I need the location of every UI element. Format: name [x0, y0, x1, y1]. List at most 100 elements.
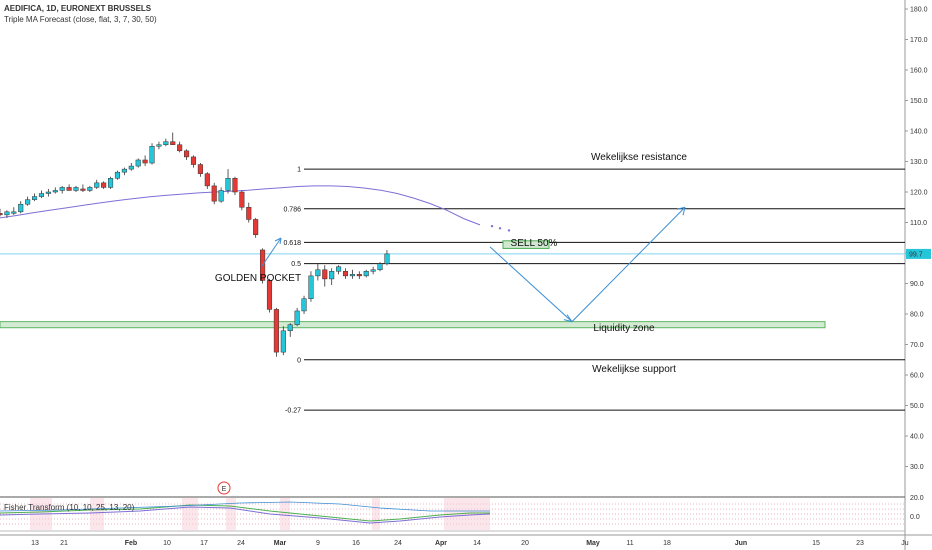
- projection-arrowhead-up: [676, 206, 686, 216]
- candle[interactable]: [73, 187, 79, 191]
- candle[interactable]: [32, 196, 38, 200]
- time-axis-label: 20: [521, 540, 529, 547]
- time-axis-label: 17: [200, 540, 208, 547]
- candle[interactable]: [336, 266, 342, 272]
- candle[interactable]: [156, 144, 162, 147]
- candle[interactable]: [108, 178, 114, 188]
- candle[interactable]: [211, 185, 217, 202]
- candle[interactable]: [59, 187, 65, 191]
- candle[interactable]: [38, 193, 45, 197]
- candle[interactable]: [18, 203, 24, 213]
- time-axis-label: 9: [316, 540, 320, 547]
- time-axis-label: Jun: [735, 540, 747, 547]
- candle[interactable]: [370, 269, 376, 272]
- candle[interactable]: [363, 271, 369, 277]
- candle[interactable]: [87, 187, 93, 191]
- ma-forecast-dot: [490, 224, 494, 228]
- earnings-icon[interactable]: [217, 481, 231, 495]
- candle[interactable]: [287, 324, 293, 332]
- price-axis-label: 130.0: [910, 159, 928, 166]
- candle[interactable]: [45, 191, 51, 194]
- candle[interactable]: [4, 211, 10, 216]
- golden-pocket-arrow[interactable]: [261, 237, 282, 267]
- candle[interactable]: [356, 274, 362, 277]
- fib-level-label: 0.786: [283, 206, 301, 213]
- candle[interactable]: [384, 253, 390, 264]
- time-axis-label: 24: [237, 540, 245, 547]
- candle[interactable]: [197, 164, 203, 174]
- candle[interactable]: [114, 171, 121, 179]
- candle[interactable]: [308, 275, 314, 299]
- candle[interactable]: [225, 178, 231, 191]
- time-axis-label: Feb: [125, 540, 137, 547]
- candle[interactable]: [80, 188, 86, 191]
- candle[interactable]: [342, 271, 349, 277]
- candle[interactable]: [11, 211, 17, 214]
- price-axis-label: 40.0: [910, 434, 924, 441]
- fib-level-label: 0.5: [291, 261, 301, 268]
- candle[interactable]: [294, 310, 300, 325]
- candle[interactable]: [204, 173, 210, 187]
- candle[interactable]: [170, 141, 176, 145]
- indicator-legend[interactable]: Triple MA Forecast (close, flat, 3, 7, 3…: [4, 15, 157, 24]
- candle[interactable]: [128, 165, 134, 170]
- fisher-line: [0, 504, 490, 522]
- candle[interactable]: [232, 178, 238, 193]
- candle[interactable]: [377, 263, 383, 271]
- price-axis-label: 80.0: [910, 312, 924, 319]
- time-axis-label: 10: [163, 540, 171, 547]
- candle[interactable]: [121, 168, 127, 173]
- price-axis-label: 50.0: [910, 403, 924, 410]
- candle[interactable]: [94, 182, 100, 188]
- price-axis-label: 90.0: [910, 281, 924, 288]
- price-axis-label: 30.0: [910, 464, 924, 471]
- candle[interactable]: [273, 309, 279, 353]
- candle[interactable]: [190, 156, 197, 165]
- fisher-signal-line: [0, 501, 490, 512]
- indicator-highlight: [182, 498, 198, 530]
- sell-zone[interactable]: [502, 240, 550, 249]
- support-label: Wekelijkse support: [592, 364, 676, 375]
- price-axis-label: 120.0: [910, 190, 928, 197]
- liquidity-zone[interactable]: [0, 321, 826, 329]
- candle[interactable]: [101, 182, 107, 188]
- candle[interactable]: [184, 150, 190, 158]
- fib-level-label: 1: [297, 167, 301, 174]
- candle[interactable]: [66, 187, 72, 191]
- price-axis-label: 110.0: [910, 220, 927, 227]
- candle[interactable]: [142, 159, 148, 164]
- golden-pocket-label: GOLDEN POCKET: [215, 273, 301, 284]
- time-axis-label: 23: [856, 540, 864, 547]
- candle[interactable]: [246, 207, 252, 220]
- candle[interactable]: [135, 159, 141, 167]
- candle[interactable]: [0, 213, 3, 216]
- candle[interactable]: [149, 146, 155, 164]
- candle[interactable]: [218, 190, 224, 202]
- liquidity-zone-label: Liquidity zone: [593, 323, 655, 334]
- candle[interactable]: [177, 144, 183, 152]
- projection-path[interactable]: [489, 206, 686, 323]
- candle[interactable]: [329, 271, 335, 280]
- candle[interactable]: [253, 219, 259, 235]
- time-axis-label: 18: [663, 540, 671, 547]
- golden-pocket-arrowhead: [274, 237, 282, 245]
- candle[interactable]: [315, 269, 321, 277]
- candle[interactable]: [25, 199, 31, 205]
- candle[interactable]: [163, 141, 169, 145]
- indicator-highlight: [226, 498, 236, 530]
- candle[interactable]: [349, 274, 355, 277]
- indicator-highlight: [280, 498, 290, 530]
- time-axis-label: 14: [473, 540, 481, 547]
- candle[interactable]: [280, 330, 286, 353]
- candle[interactable]: [239, 191, 245, 208]
- candle[interactable]: [266, 280, 273, 310]
- candle[interactable]: [52, 190, 58, 193]
- time-axis-label: 11: [626, 540, 633, 547]
- time-axis-label: 21: [60, 540, 68, 547]
- time-axis-label: 13: [31, 540, 39, 547]
- indicator-pane-label[interactable]: Fisher Transform (10, 10, 25, 13, 20): [4, 503, 135, 512]
- last-price-label: 99.7: [909, 251, 923, 258]
- candle[interactable]: [301, 298, 307, 312]
- candle[interactable]: [322, 269, 328, 280]
